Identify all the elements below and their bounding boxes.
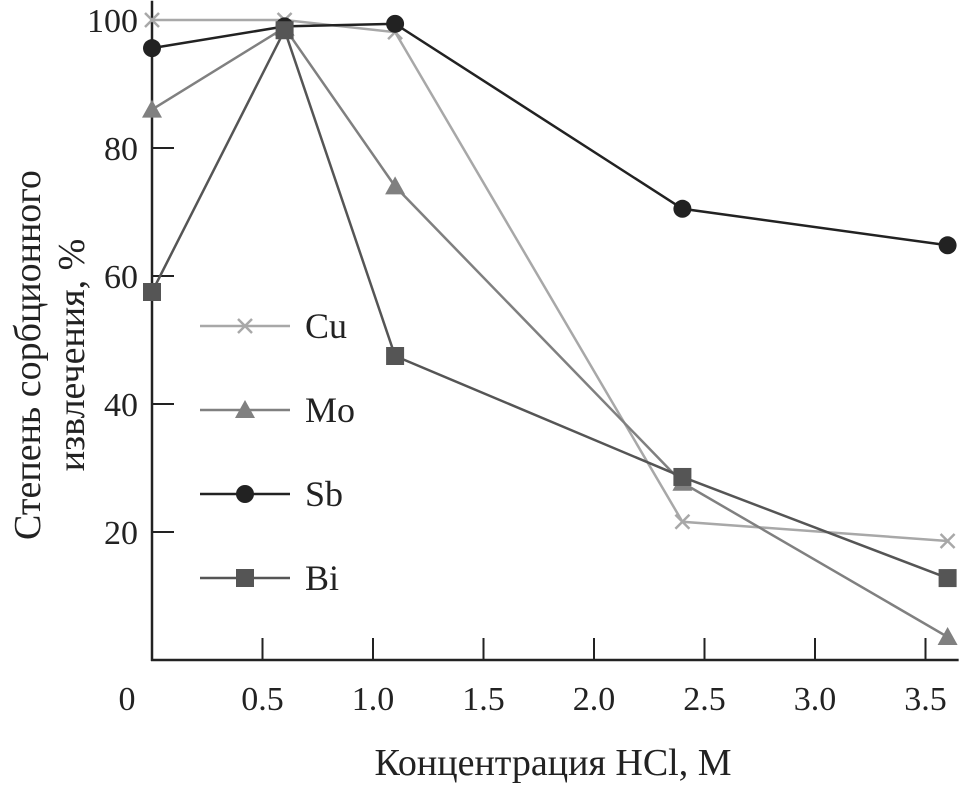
x-marker [144, 12, 160, 28]
x-tick-label: 1.5 [462, 681, 505, 718]
y-tick-label: 60 [104, 259, 138, 296]
square-marker [236, 569, 254, 587]
triangle-marker [937, 626, 958, 645]
ticks: 0 0.5 1.0 1.5 2.0 2.5 3.0 3.5 20 40 60 80 100 [87, 3, 947, 718]
legend: Cu Mo Sb Bi [200, 306, 355, 598]
y-tick-label: 40 [104, 387, 138, 424]
circle-marker [143, 39, 161, 58]
series-line [150, 27, 949, 580]
x-tick-label: 1.0 [352, 681, 395, 718]
x-marker-stroke [237, 318, 253, 334]
legend-item-mo: Mo [200, 390, 355, 430]
series-line [152, 18, 948, 543]
x-tick-label: 3.0 [794, 681, 837, 718]
x-marker-stroke [674, 513, 691, 530]
series-line [151, 25, 949, 639]
y-tick-label: 20 [104, 515, 138, 552]
axes [150, 0, 959, 662]
square-marker [938, 569, 957, 588]
circle-marker [386, 14, 405, 33]
x-marker [674, 513, 691, 530]
legend-item-cu: Cu [200, 306, 347, 346]
legend-label: Bi [305, 558, 339, 598]
x-tick-label: 3.5 [904, 681, 947, 718]
series-sb [143, 14, 957, 255]
legend-label: Mo [305, 390, 355, 430]
circle-marker [673, 199, 692, 218]
legend-item-sb: Sb [200, 474, 343, 514]
x-tick-label: 0 [119, 681, 136, 718]
x-marker [237, 318, 253, 334]
circle-marker [938, 236, 957, 255]
series-mo [142, 17, 958, 645]
series-bi [143, 21, 957, 588]
y-axis-label-line-1: Степень сорбционного [7, 170, 49, 540]
x-axis-label: Концентрация HCl, M [374, 742, 731, 784]
series [142, 12, 958, 645]
x-marker-stroke [939, 533, 956, 549]
square-marker [386, 347, 405, 365]
legend-item-bi: Bi [200, 558, 339, 598]
square-marker [275, 21, 294, 40]
circle-marker [236, 485, 254, 503]
triangle-marker [235, 400, 255, 418]
square-marker [673, 467, 692, 486]
square-marker [143, 283, 161, 301]
x-marker-stroke [144, 12, 160, 28]
triangle-marker [385, 176, 406, 195]
x-tick-label: 2.5 [683, 681, 726, 718]
y-tick-label: 80 [104, 131, 138, 168]
legend-label: Sb [305, 474, 343, 514]
y-tick-label: 100 [87, 3, 138, 40]
triangle-marker [142, 99, 162, 118]
legend-label: Cu [305, 306, 347, 346]
x-tick-label: 0.5 [241, 681, 284, 718]
x-tick-label: 2.0 [573, 681, 616, 718]
y-axis-label-line-2: извлечения, % [51, 239, 93, 471]
x-marker [939, 533, 956, 549]
series-cu [144, 12, 956, 549]
